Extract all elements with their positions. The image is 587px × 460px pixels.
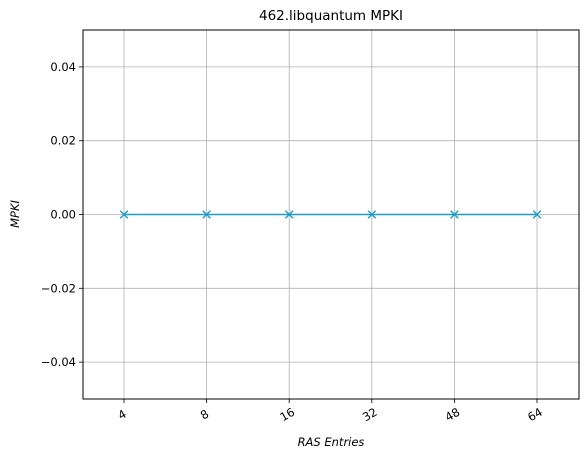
y-tick-label: −0.02	[41, 281, 76, 295]
data-point-marker	[532, 210, 542, 219]
data-point-marker	[119, 210, 129, 219]
y-tick-label: 0.00	[50, 208, 76, 222]
data-point-marker	[202, 210, 211, 219]
y-axis-label: MPKI	[8, 200, 22, 228]
x-tick-label: 48	[443, 405, 463, 424]
y-tick-label: 0.02	[50, 134, 76, 148]
x-tick-label: 16	[277, 405, 297, 424]
x-axis-label: RAS Entries	[298, 435, 365, 449]
x-tick-label: 32	[360, 405, 380, 424]
x-tick-label: 8	[198, 407, 211, 423]
x-tick-label: 64	[525, 405, 545, 424]
data-point-marker	[367, 210, 377, 219]
series-layer	[119, 210, 542, 219]
data-point-marker	[450, 210, 459, 219]
data-point-marker	[284, 210, 294, 219]
chart-title: 462.libquantum MPKI	[259, 8, 403, 24]
y-tick-label: −0.04	[41, 355, 76, 369]
x-tick-label: 4	[115, 407, 128, 423]
y-tick-label: 0.04	[50, 60, 76, 74]
y-axis: −0.04 −0.02 0.00 0.02 0.04	[41, 60, 83, 369]
x-axis: 4 8 16 32 48 64	[115, 399, 545, 424]
